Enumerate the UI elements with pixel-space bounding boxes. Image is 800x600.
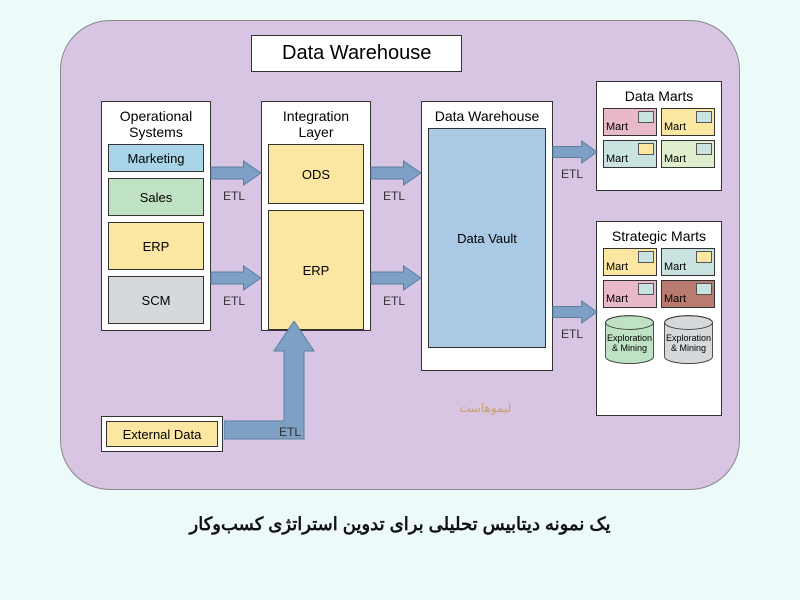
strategic-marts-mart-tab-2	[638, 283, 654, 295]
external-data-item: External Data	[106, 421, 218, 447]
operational-item-0: Marketing	[108, 144, 204, 172]
data-marts-mart-1: Mart	[661, 108, 715, 136]
operational-title: Operational Systems	[108, 108, 204, 140]
data-marts-mart-tab-2	[638, 143, 654, 155]
operational-systems-col: Operational Systems Marketing Sales ERP SCM	[101, 101, 211, 331]
data-marts-mart-tab-0	[638, 111, 654, 123]
strategic-marts-col: Strategic Marts Mart Mart Mart Mart Explora…	[596, 221, 722, 416]
data-marts-title: Data Marts	[603, 88, 715, 104]
arrow-label-op-to-int-2: ETL	[223, 294, 245, 308]
external-elbow-arrow	[224, 321, 334, 441]
strategic-marts-mart-2: Mart	[603, 280, 657, 308]
arrow-label-int-to-dw-2: ETL	[383, 294, 405, 308]
cylinder-1: Exploration & Mining	[662, 314, 715, 374]
operational-item-1: Sales	[108, 178, 204, 216]
data-warehouse-col: Data Warehouse Data Vault	[421, 101, 553, 371]
strategic-marts-mart-tab-1	[696, 251, 712, 263]
strategic-marts-title: Strategic Marts	[603, 228, 715, 244]
watermark: لیموهاست	[459, 401, 511, 415]
strategic-marts-mart-label-1: Mart	[664, 261, 686, 273]
data-marts-mart-2: Mart	[603, 140, 657, 168]
data-marts-col: Data Marts Mart Mart Mart Mart	[596, 81, 722, 191]
cylinder-0: Exploration & Mining	[603, 314, 656, 374]
strategic-marts-mart-label-0: Mart	[606, 261, 628, 273]
integration-title: Integration Layer	[268, 108, 364, 140]
data-marts-mart-3: Mart	[661, 140, 715, 168]
data-marts-mart-label-0: Mart	[606, 121, 628, 133]
strategic-marts-mart-tab-3	[696, 283, 712, 295]
strategic-marts-mart-0: Mart	[603, 248, 657, 276]
caption: یک نمونه دیتابیس تحلیلی برای تدوین استرا…	[190, 514, 611, 535]
external-data-box: External Data	[101, 416, 223, 452]
strategic-marts-mart-1: Mart	[661, 248, 715, 276]
data-marts-mart-0: Mart	[603, 108, 657, 136]
strategic-marts-mart-3: Mart	[661, 280, 715, 308]
data-marts-mart-tab-3	[696, 143, 712, 155]
strategic-marts-mart-label-2: Mart	[606, 293, 628, 305]
strategic-marts-mart-tab-0	[638, 251, 654, 263]
diagram-title: Data Warehouse	[251, 35, 462, 72]
data-marts-mart-label-1: Mart	[664, 121, 686, 133]
strategic-marts-mart-label-3: Mart	[664, 293, 686, 305]
arrow-label-int-to-dw-1: ETL	[383, 189, 405, 203]
warehouse-title: Data Warehouse	[428, 108, 546, 124]
integration-item-1: ERP	[268, 210, 364, 330]
arrow-label-op-to-int-1: ETL	[223, 189, 245, 203]
data-marts-mart-label-3: Mart	[664, 153, 686, 165]
operational-item-2: ERP	[108, 222, 204, 270]
external-arrow-label: ETL	[279, 425, 301, 439]
operational-item-3: SCM	[108, 276, 204, 324]
data-marts-mart-tab-1	[696, 111, 712, 123]
diagram-canvas: Data Warehouse Operational Systems Marke…	[60, 20, 740, 490]
arrow-label-dw-to-dm: ETL	[561, 167, 583, 181]
data-marts-mart-label-2: Mart	[606, 153, 628, 165]
warehouse-item-0: Data Vault	[428, 128, 546, 348]
integration-item-0: ODS	[268, 144, 364, 204]
integration-layer-col: Integration Layer ODSERP	[261, 101, 371, 331]
arrow-label-dw-to-sm: ETL	[561, 327, 583, 341]
